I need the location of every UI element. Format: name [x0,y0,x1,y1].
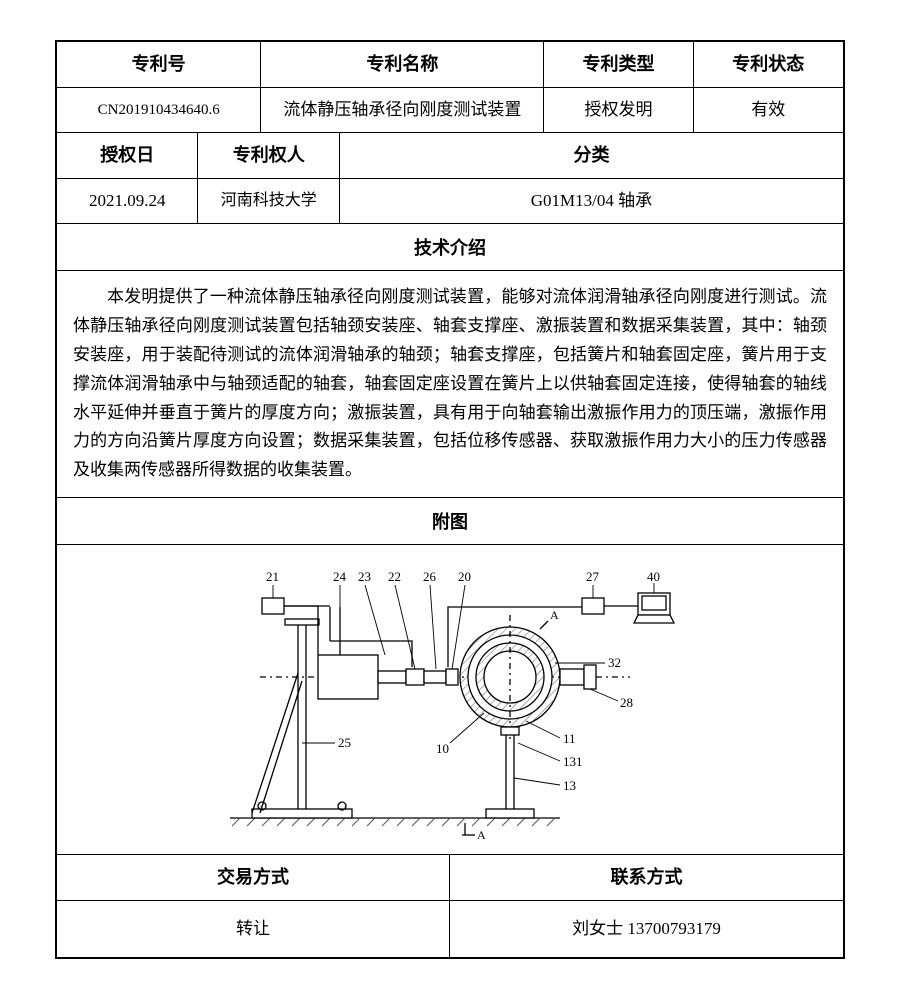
hdr-grant-date: 授权日 [57,133,198,178]
lbl-22: 22 [388,569,401,584]
lbl-131: 131 [563,754,583,769]
row-header-2: 授权日 专利权人 分类 [57,133,843,179]
val-patent-name: 流体静压轴承径向刚度测试装置 [261,88,544,132]
lbl-40: 40 [647,569,660,584]
hdr-classification: 分类 [340,133,843,178]
lbl-27: 27 [586,569,600,584]
hdr-tech-intro: 技术介绍 [57,224,843,271]
val-patent-no: CN201910434640.6 [57,88,261,132]
lbl-11: 11 [563,731,576,746]
svg-text:A: A [477,828,486,842]
hdr-assignee: 专利权人 [198,133,339,178]
val-grant-date: 2021.09.24 [57,179,198,223]
hdr-deal-type: 交易方式 [57,855,450,900]
patent-table: 专利号 专利名称 专利类型 专利状态 CN201910434640.6 流体静压… [55,40,845,959]
lbl-32: 32 [608,655,621,670]
figure-container: A A [57,545,843,855]
patent-figure-svg: A A [190,563,710,843]
lbl-28: 28 [620,695,633,710]
lbl-24: 24 [333,569,347,584]
hdr-patent-no: 专利号 [57,42,261,87]
val-deal-type: 转让 [57,901,450,957]
val-contact: 刘女士 13700793179 [450,901,843,957]
val-patent-status: 有效 [694,88,843,132]
hdr-patent-name: 专利名称 [261,42,544,87]
row-values-3: 转让 刘女士 13700793179 [57,901,843,957]
lbl-10: 10 [436,741,449,756]
hdr-contact: 联系方式 [450,855,843,900]
row-values-2: 2021.09.24 河南科技大学 G01M13/04 轴承 [57,179,843,224]
hdr-patent-status: 专利状态 [694,42,843,87]
lbl-26: 26 [423,569,437,584]
val-classification: G01M13/04 轴承 [340,179,843,223]
val-description: 本发明提供了一种流体静压轴承径向刚度测试装置，能够对流体润滑轴承径向刚度进行测试… [57,271,843,498]
lbl-21: 21 [266,569,279,584]
val-patent-type: 授权发明 [544,88,693,132]
lbl-25: 25 [338,735,351,750]
fig-label-a-top: A [550,608,559,622]
hdr-patent-type: 专利类型 [544,42,693,87]
val-assignee: 河南科技大学 [198,179,339,223]
lbl-20: 20 [458,569,471,584]
lbl-23: 23 [358,569,371,584]
hdr-figure: 附图 [57,498,843,545]
lbl-13: 13 [563,778,576,793]
row-header-1: 专利号 专利名称 专利类型 专利状态 [57,42,843,88]
row-header-3: 交易方式 联系方式 [57,855,843,901]
row-values-1: CN201910434640.6 流体静压轴承径向刚度测试装置 授权发明 有效 [57,88,843,133]
